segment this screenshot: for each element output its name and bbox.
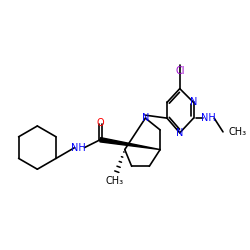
Text: N: N (142, 113, 149, 123)
Text: NH: NH (201, 113, 216, 123)
Polygon shape (100, 138, 160, 149)
Text: N: N (190, 98, 197, 108)
Text: N: N (176, 128, 184, 138)
Text: Cl: Cl (175, 66, 184, 76)
Text: O: O (96, 118, 104, 128)
Text: CH₃: CH₃ (106, 176, 124, 186)
Text: NH: NH (71, 142, 86, 152)
Text: CH₃: CH₃ (229, 127, 247, 137)
